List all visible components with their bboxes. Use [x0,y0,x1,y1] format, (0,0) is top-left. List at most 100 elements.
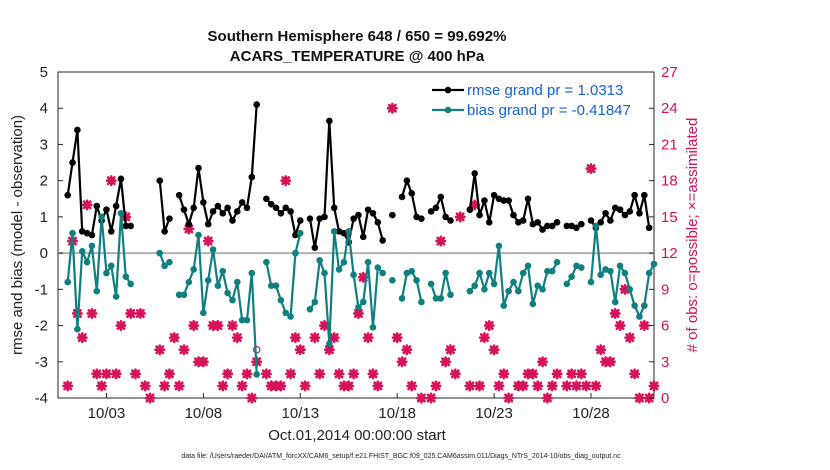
obs-assimilated-marker [609,307,621,319]
x-tick-label: 10/13 [282,405,320,422]
obs-assimilated-marker [226,320,238,332]
obs-assimilated-marker [96,380,108,392]
bias-point [418,298,425,306]
x-tick-label: 10/18 [378,405,416,422]
bias-point [93,287,101,295]
rmse-point [621,211,629,219]
obs-assimilated-marker [386,102,398,114]
rmse-point [117,175,125,183]
y-tick-label: 4 [40,100,48,117]
rmse-point [209,208,217,215]
obs-assimilated-marker [474,380,486,392]
bias-point [466,287,474,295]
rmse-point [190,204,197,212]
rmse-point [379,237,386,244]
rmse-point [267,200,275,208]
obs-assimilated-marker [260,368,272,380]
rmse-point [524,195,532,203]
plot-area [57,71,655,399]
bias-point [432,295,440,302]
rmse-point [287,208,294,215]
bias-point [156,249,164,257]
obs-assimilated-marker [86,307,98,319]
obs-assimilated-marker [595,344,607,356]
obs-assimilated-marker [163,368,175,380]
bias-point [529,300,537,308]
bias-point [553,258,561,266]
rmse-point [534,219,542,226]
rmse-point [437,193,445,201]
rmse-point [166,215,173,222]
bias-point [248,269,256,277]
bias-point [568,273,575,280]
obs-assimilated-marker [168,332,180,344]
obs-assimilated-marker [241,368,253,380]
obs-assimilated-marker [246,392,258,404]
rmse-point [204,220,212,228]
bias-point [374,264,382,271]
y-tick-label: -1 [35,281,48,298]
obs-assimilated-marker [430,380,442,392]
bias-point [282,309,290,317]
bias-point [636,313,643,320]
bias-point [78,248,86,255]
bias-point [369,324,377,331]
bias-point [413,276,420,284]
rmse-point [238,199,246,206]
legend: rmse grand pr = 1.0313 bias grand pr = -0… [432,82,631,119]
bias-point [476,269,483,277]
bias-point [103,269,110,277]
rmse-point [311,244,319,251]
rmse-point [200,199,207,206]
rmse-point [243,204,251,212]
rmse-point [374,219,382,226]
rmse-point [490,191,498,199]
obs-assimilated-marker [91,368,103,380]
bias-point [83,258,91,266]
bias-point [112,293,120,300]
obs-assimilated-marker [575,368,587,380]
rmse-point [616,206,624,213]
rmse-point [272,204,280,212]
bias-point [359,298,367,306]
bias-point [495,242,503,250]
bias-point [272,282,280,290]
rmse-point [306,215,314,222]
rmse-point [185,220,193,228]
bias-point [287,313,294,320]
rmse-point [93,202,101,210]
rmse-point [88,231,96,239]
bias-point [64,278,71,286]
bias-point [69,229,76,237]
bias-point [578,264,585,271]
bias-point [398,295,406,302]
rmse-point [505,197,512,204]
bias-point [364,258,372,266]
bias-point [296,229,304,237]
rmse-point [355,211,362,219]
rmse-point [481,197,488,204]
rmse-point [326,117,333,125]
obs-assimilated-marker [585,163,597,175]
obs-assimilated-marker [435,235,447,247]
obs-assimilated-marker [236,380,248,392]
bias-point [587,278,595,286]
obs-assimilated-marker [372,380,384,392]
bias-point [539,286,546,293]
bias-point [500,302,508,309]
chart-title: Southern Hemisphere 648 / 650 = 99.692% [208,28,507,45]
bias-point [650,260,658,268]
rmse-point [180,206,188,213]
rmse-point [398,193,406,201]
obs-assimilated-marker [619,283,631,295]
rmse-point [485,219,493,226]
x-axis-label: Oct.01,2014 00:00:00 start [268,427,446,444]
obs-assimilated-marker [503,392,515,404]
rmse-point [350,215,357,222]
bias-point [185,278,193,286]
y2-tick-label: 3 [661,354,669,371]
y2-tick-label: 12 [661,245,678,262]
x-tick-label: 10/08 [185,405,223,422]
obs-assimilated-marker [222,368,234,380]
rmse-point [427,208,435,215]
